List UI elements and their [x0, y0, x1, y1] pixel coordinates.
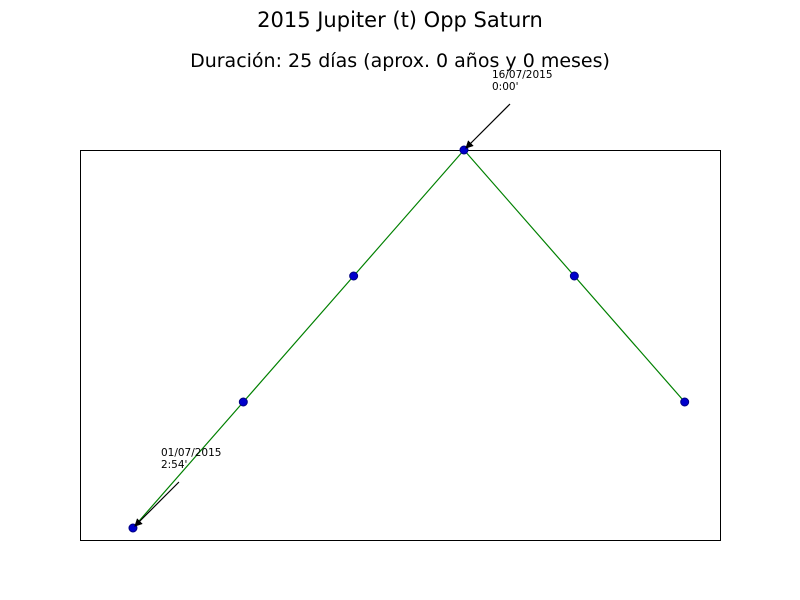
data-point-2 [349, 271, 359, 281]
annotation-value-1: 0:00' [492, 81, 518, 93]
annotation-arrow-1 [465, 103, 511, 149]
data-point-1 [238, 397, 248, 407]
annotation-arrow-0 [134, 481, 180, 527]
data-point-4 [569, 271, 579, 281]
series-markers-group [128, 145, 690, 533]
series-line-group [132, 149, 686, 529]
data-point-5 [680, 397, 690, 407]
annotation-date-1: 16/07/2015 [492, 69, 553, 81]
annotation-date-0: 01/07/2015 [161, 447, 222, 459]
plot-frame [80, 150, 721, 541]
chart-title: 2015 Jupiter (t) Opp Saturn [257, 8, 543, 32]
annotation-value-0: 2:54' [161, 459, 187, 471]
chart-subtitle: Duración: 25 días (aprox. 0 años y 0 mes… [190, 50, 610, 72]
series-line [132, 149, 686, 529]
